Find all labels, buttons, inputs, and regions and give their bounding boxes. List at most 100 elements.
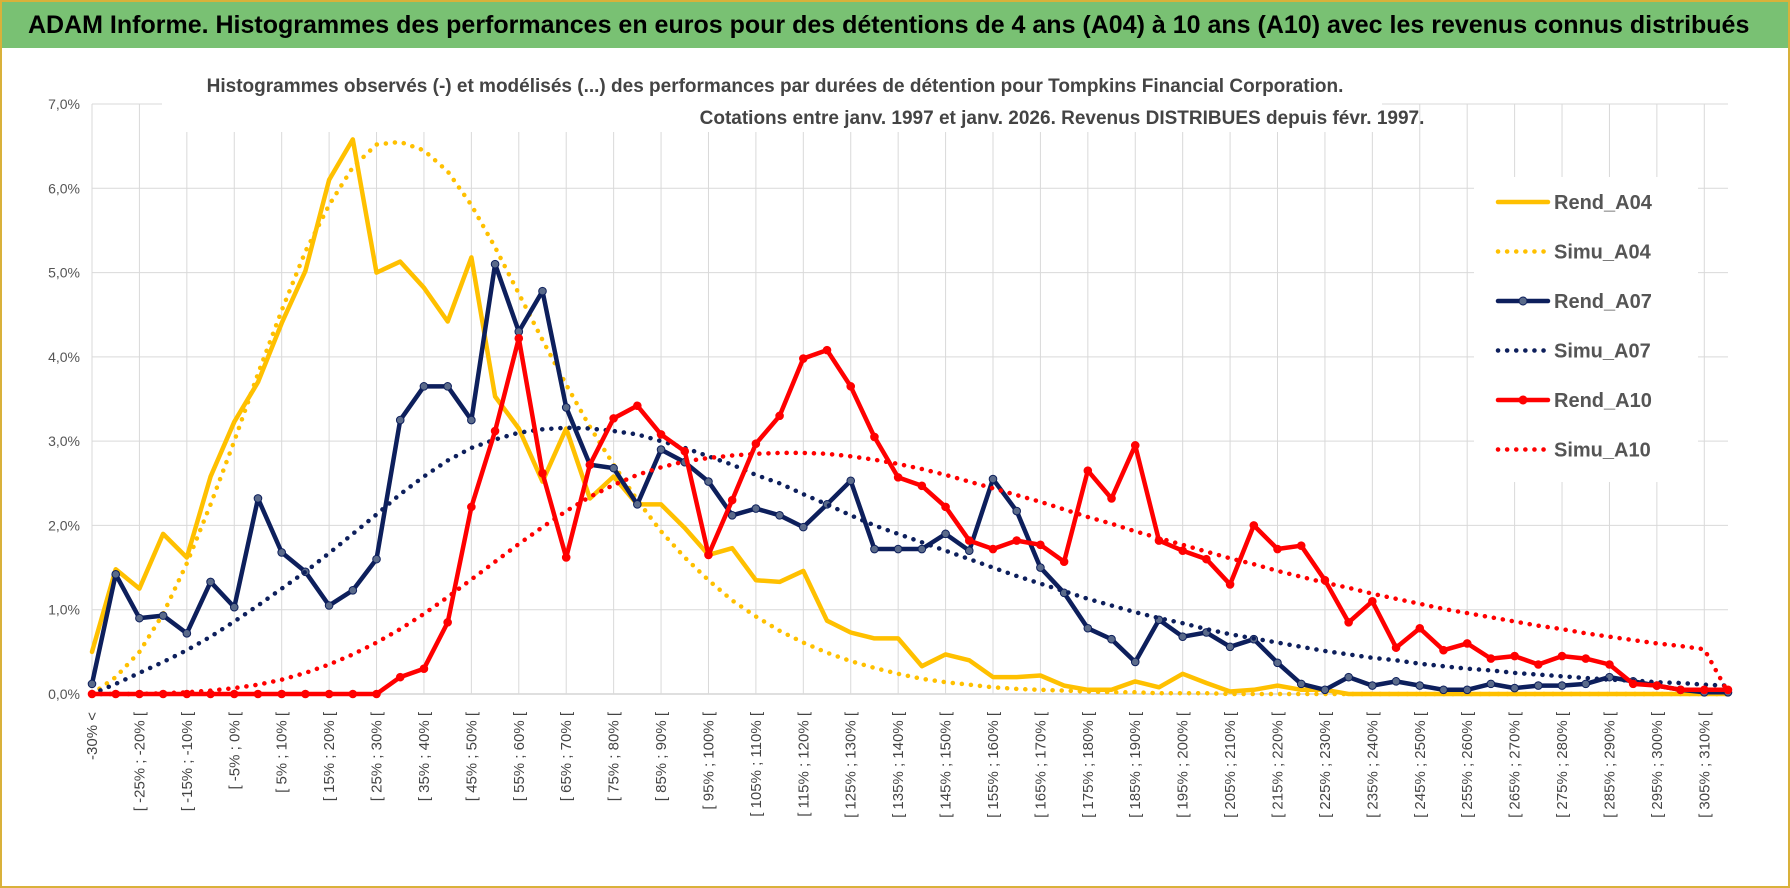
data-point (561, 553, 571, 562)
series-rend-a04 (89, 137, 1731, 697)
x-tick-label: [ -25% ; -20% [ (131, 711, 148, 811)
x-tick-label: [ 135% ; 140% [ (890, 711, 907, 818)
data-point (277, 548, 286, 557)
data-point (1652, 681, 1662, 690)
data-point (1225, 642, 1235, 652)
series-line (89, 261, 1731, 695)
data-point (87, 679, 97, 689)
x-tick-label: [ 305% ; 310% [ (1696, 711, 1713, 818)
x-tick-label: [ 195% ; 200% [ (1175, 711, 1192, 818)
legend-box (1474, 177, 1698, 482)
data-point (1012, 536, 1021, 545)
series-rend-a07 (87, 259, 1733, 697)
data-point (348, 689, 358, 699)
legend-label: Rend_A04 (1554, 192, 1653, 214)
legend-item: Simu_A04 (1495, 242, 1652, 264)
legend-item: Rend_A07 (1495, 291, 1652, 313)
data-point (917, 544, 927, 554)
y-tick-label: 0,0% (48, 686, 80, 702)
data-point (585, 460, 595, 470)
x-tick-label: [ -5% ; 0% [ (226, 711, 243, 789)
data-point (1107, 634, 1116, 644)
series-simu-a04 (89, 139, 1731, 697)
data-point (1296, 541, 1306, 550)
data-point (727, 495, 737, 505)
x-tick-label: [ -15% ; -10% [ (179, 711, 196, 811)
data-point (419, 382, 429, 391)
data-point (467, 502, 476, 512)
data-point (1296, 679, 1306, 689)
data-point (1534, 681, 1543, 690)
y-tick-label: 4,0% (48, 349, 80, 365)
y-tick-label: 5,0% (48, 265, 80, 281)
x-tick-label: [ 85% ; 90% [ (653, 711, 670, 801)
y-tick-label: 6,0% (48, 180, 80, 196)
x-tick-label: [ 145% ; 150% [ (938, 711, 955, 818)
x-tick-label: [ 255% ; 260% [ (1459, 711, 1476, 818)
x-tick-label: -30% < (84, 712, 101, 760)
data-point (1486, 654, 1496, 663)
x-tick-label: [ 295% ; 300% [ (1649, 711, 1666, 818)
data-point (633, 401, 642, 411)
data-point (253, 494, 263, 503)
data-point (1273, 544, 1282, 554)
series-layer (87, 137, 1733, 699)
data-point (1581, 654, 1591, 663)
x-tick-label: [ 165% ; 170% [ (1032, 711, 1049, 818)
data-point (490, 426, 500, 436)
data-point (324, 601, 334, 610)
data-point (656, 445, 666, 454)
data-point (1699, 685, 1709, 695)
data-point (1107, 494, 1116, 503)
x-tick-label: [ 95% ; 100% [ (700, 711, 717, 809)
data-point (964, 546, 974, 556)
data-point (1676, 685, 1685, 695)
x-tick-label: [ 275% ; 280% [ (1554, 711, 1571, 818)
axis-layer: 0,0% 1,0% 2,0% 3,0% 4,0% 5,0% 6,0% 7,0% -30% < [ … (48, 96, 1713, 818)
data-point (727, 511, 737, 520)
data-point (1439, 685, 1448, 695)
data-point (917, 481, 927, 491)
data-point (348, 586, 358, 595)
data-point (893, 544, 903, 554)
legend-label: Simu_A04 (1554, 242, 1652, 264)
data-point (1012, 506, 1021, 516)
data-point (1581, 679, 1591, 689)
data-point (751, 439, 761, 448)
y-tick-label: 1,0% (48, 602, 80, 618)
data-point (775, 511, 784, 520)
data-point (1178, 546, 1187, 556)
data-point (1202, 554, 1211, 564)
data-point (395, 415, 405, 425)
data-point (514, 334, 524, 343)
data-point (846, 476, 856, 486)
legend-label: Rend_A10 (1554, 390, 1652, 412)
chart-title: Histogrammes observés (-) et modélisés (… (207, 76, 1344, 97)
data-point (277, 689, 286, 699)
data-point (1130, 657, 1140, 667)
x-tick-label: [ 105% ; 110% [ (748, 711, 765, 817)
data-point (1415, 623, 1425, 633)
data-point (799, 354, 808, 363)
data-point (538, 286, 547, 296)
x-tick-label: [ 25% ; 30% [ (369, 711, 386, 801)
legend-marker (1518, 296, 1528, 306)
data-point (1439, 645, 1448, 655)
x-tick-label: [ 285% ; 290% [ (1601, 711, 1618, 818)
data-point (988, 544, 998, 554)
data-point (1510, 651, 1519, 661)
series-line (89, 139, 1731, 697)
legend-label: Rend_A07 (1554, 291, 1652, 313)
legend-marker (1518, 395, 1528, 405)
data-point (609, 463, 618, 473)
x-tick-label: [ 225% ; 230% [ (1317, 711, 1334, 818)
data-point (467, 415, 476, 425)
data-point (1628, 679, 1638, 689)
series-line (89, 137, 1731, 697)
legend-label: Simu_A07 (1554, 341, 1651, 363)
x-tick-label: [ 155% ; 160% [ (985, 711, 1002, 818)
data-point (1344, 672, 1353, 682)
data-point (1368, 681, 1377, 690)
title-backdrop (162, 70, 1382, 132)
data-point (1249, 521, 1259, 530)
